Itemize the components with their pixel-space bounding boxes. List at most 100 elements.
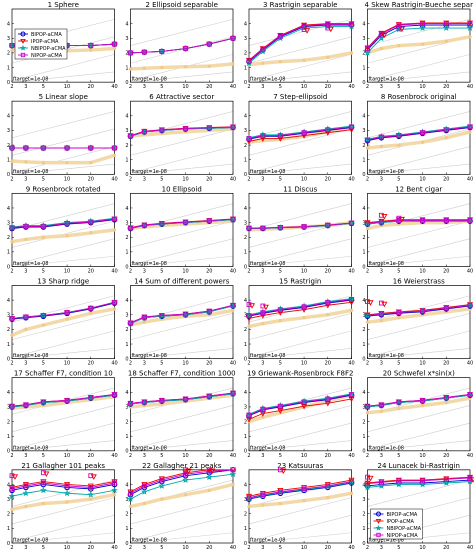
reference-slope-line [11, 532, 115, 544]
x-tick-label: 40 [348, 545, 354, 551]
reference-slope-line [130, 497, 234, 525]
reference-slope-line [130, 313, 234, 340]
x-tick-label: 20 [325, 176, 331, 182]
legend-marker [375, 524, 382, 531]
x-tick-label: 2 [366, 269, 369, 275]
ftarget-label: ftarget=1e-08 [369, 169, 405, 175]
reference-slope-line [248, 146, 352, 174]
x-tick-label: 3 [380, 84, 383, 90]
x-tick-label: 5 [397, 176, 400, 182]
series-point-NIPOP-aCMA [396, 399, 402, 405]
reference-point [24, 160, 28, 164]
reference-slope-line [248, 163, 352, 175]
reference-slope-line [11, 238, 115, 266]
series-point-NIPOP-aCMA [64, 483, 70, 489]
x-tick-label: 2 [247, 269, 250, 275]
axes-frame [11, 100, 115, 175]
series-line-NBIPOP-aCMA [130, 473, 234, 500]
reference-slope-line [248, 313, 352, 340]
x-tick-label: 5 [279, 361, 282, 367]
series-point-IPOP-aCMA [22, 482, 29, 488]
series-point-NIPOP-aCMA [88, 305, 94, 311]
panel-title: 16 Weierstrass [393, 278, 445, 286]
series-point-NIPOP-aCMA [378, 134, 384, 140]
y-tick-label: 3 [362, 36, 365, 42]
reference-slope-line [130, 36, 234, 64]
reference-point [207, 64, 211, 68]
panel-18: 18 Schaffer F7, condition 1000 0 1 2 3 4 2 3 5 10… [125, 370, 237, 459]
x-tick-label: 2 [10, 84, 13, 90]
reference-slope-line [248, 255, 352, 267]
y-tick-label: 3 [7, 313, 10, 319]
series-point-IPOP-aCMA [324, 482, 331, 488]
reference-line [130, 308, 234, 327]
legend-label: BIPOP-aCMA [387, 512, 418, 518]
reference-slope-line [367, 479, 471, 507]
reference-slope-line [130, 532, 234, 544]
y-tick-label: 2 [7, 51, 10, 57]
series-point-NIPOP-aCMA [349, 21, 354, 27]
x-tick-label: 20 [206, 176, 212, 182]
series-point-NIPOP-aCMA [128, 133, 133, 139]
ftarget-label: ftarget=1e-08 [250, 445, 286, 451]
series-point-IPOP-aCMA [277, 488, 284, 494]
series-point-IPOP-aCMA [348, 396, 355, 403]
series-point-NIPOP-aCMA [325, 483, 331, 489]
outlier-marker [43, 471, 50, 477]
panel-9: 9 Rosenbrock rotated 0 1 2 3 4 2 3 5 10 20 40 ftarge… [7, 185, 118, 275]
series-point-NIPOP-aCMA [277, 33, 283, 39]
reference-point [65, 234, 69, 238]
reference-slope-line [11, 163, 115, 175]
x-tick-label: 5 [397, 545, 400, 551]
series-line-IPOP-aCMA [248, 129, 352, 142]
reference-point [326, 55, 330, 59]
series-point-NIPOP-aCMA [277, 489, 283, 495]
y-tick-label: 2 [125, 327, 128, 333]
y-tick-label: 1 [362, 250, 365, 256]
outlier-marker [398, 216, 405, 223]
series-point-NIPOP-aCMA [40, 145, 46, 151]
reference-point [183, 493, 188, 497]
x-tick-label: 40 [111, 84, 117, 90]
reference-slope-line [130, 220, 234, 248]
reference-point [89, 497, 93, 501]
y-tick-label: 4 [362, 298, 365, 304]
reference-slope-line [11, 255, 115, 267]
x-tick-label: 5 [160, 453, 163, 459]
y-tick-label: 1 [244, 65, 247, 71]
y-tick-label: 1 [362, 526, 365, 532]
x-tick-label: 20 [325, 453, 331, 459]
ftarget-label: ftarget=1e-08 [132, 77, 168, 83]
series-point-NIPOP-aCMA [325, 396, 331, 402]
series-point-NIPOP-aCMA [420, 217, 425, 223]
x-tick-label: 5 [397, 361, 400, 367]
series-point-IPOP-aCMA [245, 139, 253, 145]
reference-slope-line [367, 111, 471, 139]
axes-frame [367, 377, 471, 452]
series-point-NIPOP-aCMA [230, 390, 236, 396]
reference-slope-line [367, 330, 471, 358]
outlier-marker [325, 25, 331, 31]
outlier-marker [396, 25, 402, 31]
x-tick-label: 5 [42, 84, 45, 90]
series-point-IPOP-aCMA [245, 493, 253, 500]
series-point-NIPOP-aCMA [349, 124, 354, 130]
x-tick-label: 5 [160, 269, 163, 275]
axes-frame [367, 469, 471, 544]
outlier-marker [381, 301, 388, 308]
x-tick-label: 20 [88, 84, 94, 90]
y-tick-label: 1 [7, 158, 10, 164]
reference-point [10, 159, 14, 163]
y-tick-label: 4 [362, 21, 365, 27]
y-tick-label: 3 [125, 497, 128, 503]
series-point-NIPOP-aCMA [23, 223, 29, 229]
ftarget-label: ftarget=1e-08 [250, 261, 286, 267]
x-tick-label: 2 [129, 84, 132, 90]
series-point-IPOP-aCMA [141, 482, 148, 488]
axes-frame [11, 285, 115, 360]
y-tick-label: 2 [244, 512, 247, 518]
series-line-BIPOP-aCMA [248, 24, 352, 63]
x-tick-label: 2 [247, 453, 250, 459]
reference-line [248, 51, 352, 67]
